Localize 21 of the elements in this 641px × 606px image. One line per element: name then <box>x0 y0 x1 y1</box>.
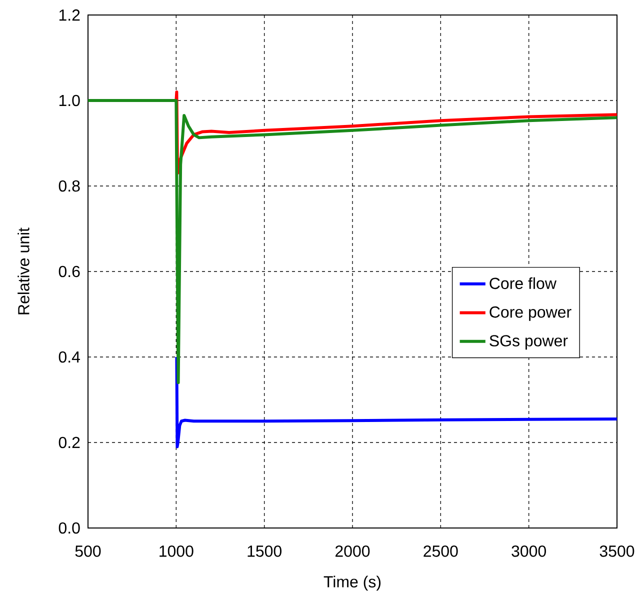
x-tick-label: 2500 <box>424 546 458 557</box>
y-tick-label: 0.6 <box>58 266 80 278</box>
x-tick-label: 3500 <box>600 546 634 557</box>
x-axis-title: Time (s) <box>324 576 381 591</box>
x-tick-label: 2000 <box>336 546 370 557</box>
x-tick-label: 1000 <box>160 546 194 557</box>
x-tick-label: 1500 <box>248 546 282 557</box>
line-series <box>175 355 617 448</box>
y-tick-label: 1.0 <box>59 94 80 106</box>
y-tick-label: 1.2 <box>59 9 80 21</box>
y-tick-label: 0.2 <box>58 436 80 448</box>
legend-label: Core power <box>490 306 572 321</box>
legend-label: SGs power <box>490 335 568 350</box>
line-series <box>88 98 617 384</box>
y-axis-title: Relative unit <box>18 228 30 314</box>
legend-label: Core flow <box>490 277 556 290</box>
x-tick-label: 3000 <box>512 546 546 557</box>
y-tick-label: 0.8 <box>58 180 80 192</box>
y-tick-label: 0.0 <box>58 522 80 534</box>
y-tick-label: 0.4 <box>58 351 80 363</box>
x-tick-label: 500 <box>75 546 101 557</box>
